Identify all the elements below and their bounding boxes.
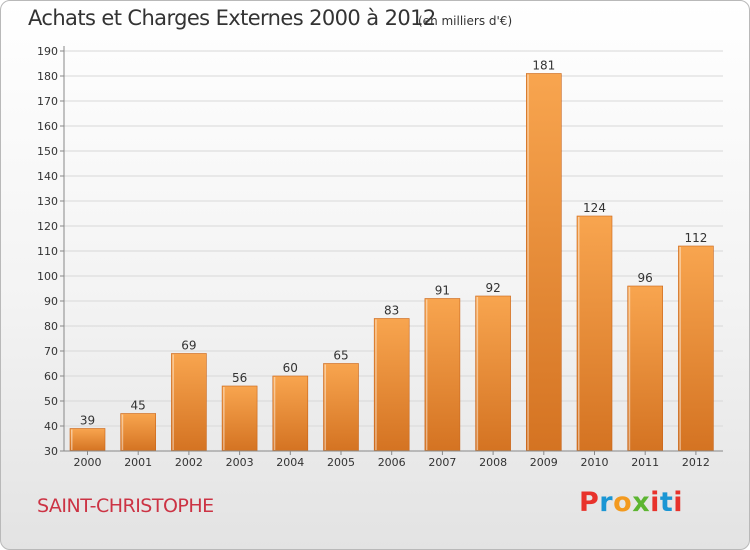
x-tick-label: 2009 bbox=[530, 456, 558, 469]
y-tick-label: 100 bbox=[37, 270, 58, 283]
y-tick-label: 160 bbox=[37, 120, 58, 133]
value-label: 39 bbox=[80, 414, 95, 428]
bar-2009 bbox=[525, 73, 562, 452]
proxiti-logo: Proxiti bbox=[579, 487, 683, 518]
bar-2007 bbox=[424, 298, 461, 452]
y-tick-label: 190 bbox=[37, 45, 58, 58]
bar-highlight bbox=[578, 217, 580, 450]
value-label: 91 bbox=[435, 284, 450, 298]
x-tick-label: 2012 bbox=[682, 456, 710, 469]
chart-title: Achats et Charges Externes 2000 à 2012 bbox=[28, 6, 436, 30]
chart-subtitle: (en milliers d'€) bbox=[418, 14, 513, 28]
bar-highlight bbox=[324, 364, 326, 450]
y-tick-label: 30 bbox=[44, 445, 58, 458]
bar-2006 bbox=[373, 318, 410, 452]
bar-highlight bbox=[375, 319, 377, 450]
y-tick-label: 60 bbox=[44, 370, 58, 383]
bar-2002 bbox=[171, 353, 207, 452]
bar-2003 bbox=[221, 385, 258, 452]
bar-2010 bbox=[576, 215, 613, 452]
y-tick-label: 130 bbox=[37, 195, 58, 208]
y-tick-label: 90 bbox=[44, 295, 58, 308]
logo-letter: o bbox=[613, 487, 633, 518]
x-tick-label: 2001 bbox=[124, 456, 152, 469]
y-tick-label: 40 bbox=[44, 420, 58, 433]
x-tick-label: 2003 bbox=[226, 456, 254, 469]
value-label: 69 bbox=[181, 339, 196, 353]
y-tick-label: 80 bbox=[44, 320, 58, 333]
bar-2008 bbox=[475, 295, 511, 452]
x-tick-label: 2002 bbox=[175, 456, 203, 469]
value-label: 92 bbox=[485, 281, 500, 295]
x-tick-label: 2008 bbox=[479, 456, 507, 469]
x-tick-label: 2011 bbox=[631, 456, 659, 469]
bar-highlight bbox=[425, 299, 428, 450]
logo-letter: P bbox=[579, 487, 600, 518]
logo-letter: t bbox=[659, 487, 674, 518]
value-label: 65 bbox=[333, 349, 348, 363]
commune-name: SAINT-CHRISTOPHE bbox=[37, 495, 214, 517]
y-tick-label: 50 bbox=[44, 395, 58, 408]
x-tick-label: 2004 bbox=[276, 456, 304, 469]
x-tick-label: 2000 bbox=[74, 456, 102, 469]
bar-2011 bbox=[627, 285, 664, 452]
logo-letter: x bbox=[632, 487, 651, 518]
y-tick-label: 170 bbox=[37, 95, 58, 108]
value-label: 45 bbox=[131, 399, 146, 413]
bar-2001 bbox=[120, 413, 156, 452]
y-tick-label: 150 bbox=[37, 145, 58, 158]
bar-highlight bbox=[121, 414, 124, 450]
bar-highlight bbox=[679, 247, 681, 450]
y-tick-label: 70 bbox=[44, 345, 58, 358]
y-tick-label: 110 bbox=[37, 245, 58, 258]
bar-highlight bbox=[172, 354, 174, 450]
bar-highlight bbox=[527, 74, 529, 450]
bar-highlight bbox=[628, 287, 631, 450]
value-label: 96 bbox=[638, 271, 653, 285]
value-label: 83 bbox=[384, 304, 399, 318]
y-tick-label: 120 bbox=[37, 220, 58, 233]
value-label: 60 bbox=[283, 361, 298, 375]
x-tick-label: 2007 bbox=[428, 456, 456, 469]
logo-letter: i bbox=[650, 487, 660, 518]
bar-2012 bbox=[678, 245, 714, 452]
bar-highlight bbox=[273, 377, 276, 450]
x-tick-label: 2005 bbox=[327, 456, 355, 469]
value-label: 56 bbox=[232, 371, 247, 385]
x-tick-label: 2010 bbox=[581, 456, 609, 469]
bar-highlight bbox=[223, 387, 225, 450]
bar-2005 bbox=[323, 363, 359, 452]
y-tick-label: 140 bbox=[37, 170, 58, 183]
logo-letter: i bbox=[673, 487, 684, 518]
value-label: 124 bbox=[583, 201, 606, 215]
bar-highlight bbox=[71, 429, 73, 450]
bar-highlight bbox=[476, 297, 479, 450]
logo-letter: r bbox=[599, 487, 614, 518]
value-label: 112 bbox=[684, 231, 707, 245]
bar-2004 bbox=[272, 375, 309, 452]
y-tick-label: 180 bbox=[37, 70, 58, 83]
value-label: 181 bbox=[532, 59, 555, 73]
bar-2000 bbox=[69, 428, 106, 452]
x-tick-label: 2006 bbox=[378, 456, 406, 469]
